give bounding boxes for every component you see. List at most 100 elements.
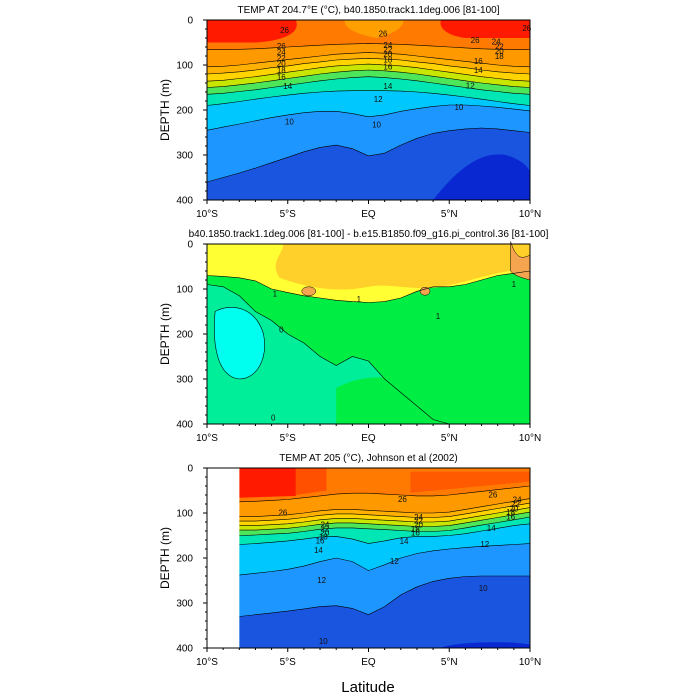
contour-label: 12 xyxy=(480,540,489,549)
contour-label: 20 xyxy=(495,47,504,56)
contour-label: 22 xyxy=(383,46,392,55)
x-axis-label: Latitude xyxy=(341,679,394,696)
contour-label: 18 xyxy=(506,508,515,517)
x-tick-label: 5°S xyxy=(280,433,297,444)
isotherm-26 xyxy=(239,485,531,503)
band-below-minus-1 xyxy=(214,307,265,380)
contour-label: 20 xyxy=(383,50,392,59)
warm-blob xyxy=(419,287,431,296)
y-axis-label: DEPTH (m) xyxy=(158,303,172,365)
contour-label: 20 xyxy=(320,528,329,537)
contour-label: 14 xyxy=(383,82,392,91)
contour-label: 16 xyxy=(316,536,325,545)
contour-label: 22 xyxy=(495,43,504,52)
contour-label: 12 xyxy=(317,576,326,585)
chart-title: TEMP AT 205 (°C), Johnson et al (2002) xyxy=(279,453,458,464)
y-tick-label: 200 xyxy=(176,554,193,565)
y-tick-label: 300 xyxy=(176,599,193,610)
y-axis-label: DEPTH (m) xyxy=(158,79,172,141)
warm-pool-west xyxy=(207,20,297,43)
contour-label: 24 xyxy=(277,48,286,57)
band-0-to-1 xyxy=(336,294,530,424)
contour-1 xyxy=(206,270,531,303)
y-tick-label: 0 xyxy=(187,16,193,27)
isotherm-14 xyxy=(239,523,531,545)
contour-label: 16 xyxy=(383,62,392,71)
isotherm-10 xyxy=(206,127,531,183)
x-tick-label: EQ xyxy=(361,433,376,444)
contour-label: 16 xyxy=(506,513,515,522)
contour-label: 24 xyxy=(513,496,522,505)
x-tick-label: 10°S xyxy=(196,209,218,220)
y-tick-label: 0 xyxy=(187,240,193,251)
contour-label: 18 xyxy=(411,525,420,534)
contour-label: 22 xyxy=(320,524,329,533)
warm-band-east xyxy=(410,471,530,493)
y-tick-label: 300 xyxy=(176,375,193,386)
contour-label: 10 xyxy=(372,120,381,129)
contour-label: 26 xyxy=(522,24,531,33)
contour-label: 26 xyxy=(398,495,407,504)
contour-label: 10 xyxy=(479,584,488,593)
isotherm-16 xyxy=(206,76,531,95)
x-tick-label: 10°S xyxy=(196,657,218,668)
isotherm-18 xyxy=(239,511,531,531)
contour-label: 26 xyxy=(277,42,286,51)
y-tick-label: 300 xyxy=(176,151,193,162)
contour-label: 22 xyxy=(511,500,520,509)
contour-label: 12 xyxy=(390,557,399,566)
contour-label: 0 xyxy=(271,413,276,422)
contour-label: 14 xyxy=(314,546,323,555)
contour-label: 14 xyxy=(400,537,409,546)
contour-label: 24 xyxy=(492,38,501,47)
contour-label: 14 xyxy=(474,66,483,75)
chart-title: b40.1850.track1.1deg.006 [81-100] - b.e1… xyxy=(189,229,549,240)
deep-cold-core xyxy=(441,642,530,648)
band-below-0 xyxy=(207,284,530,424)
y-tick-label: 100 xyxy=(176,509,193,520)
isotherm-26 xyxy=(207,43,530,51)
cool-tongue xyxy=(344,20,405,38)
deep-cold-core xyxy=(433,154,530,200)
x-tick-label: 10°N xyxy=(519,433,541,444)
contour-label: 18 xyxy=(277,66,286,75)
isotherm-22 xyxy=(206,57,531,75)
isotherm-20 xyxy=(206,63,531,82)
x-tick-label: 5°S xyxy=(280,657,297,668)
isotherm-10 xyxy=(239,575,530,617)
y-tick-label: 200 xyxy=(176,106,193,117)
x-tick-label: 10°N xyxy=(519,657,541,668)
y-tick-label: 400 xyxy=(176,644,193,655)
contour-label: 20 xyxy=(509,505,518,514)
y-tick-label: 0 xyxy=(187,464,193,475)
x-tick-label: EQ xyxy=(361,209,376,220)
isotherm-18 xyxy=(206,69,531,88)
contour-label: 22 xyxy=(277,54,286,63)
contour-label: 1 xyxy=(357,295,362,304)
contour-label: 24 xyxy=(414,513,423,522)
y-tick-label: 200 xyxy=(176,330,193,341)
y-tick-label: 400 xyxy=(176,420,193,431)
isotherm-12 xyxy=(206,104,531,131)
contour-label: 24 xyxy=(383,41,392,50)
isotherm-14 xyxy=(206,90,531,106)
contour-label: 16 xyxy=(474,57,483,66)
warm-blob xyxy=(301,286,316,296)
chart-title: TEMP AT 204.7°E (°C), b40.1850.track1.1d… xyxy=(237,5,499,16)
band-above-1 xyxy=(275,244,530,290)
contour-label: 1 xyxy=(436,312,441,321)
contour-label: 26 xyxy=(280,26,289,35)
contour-label: 1 xyxy=(512,280,517,289)
isotherm-22 xyxy=(239,502,531,522)
contour-label: 0 xyxy=(279,326,284,335)
contour-label: 18 xyxy=(319,532,328,541)
isotherm-16 xyxy=(239,516,531,536)
x-tick-label: 10°N xyxy=(519,209,541,220)
contour-label: 10 xyxy=(285,118,294,127)
isotherm-24 xyxy=(206,52,531,68)
contour-label: 24 xyxy=(320,520,329,529)
contour-label: 12 xyxy=(466,82,475,91)
